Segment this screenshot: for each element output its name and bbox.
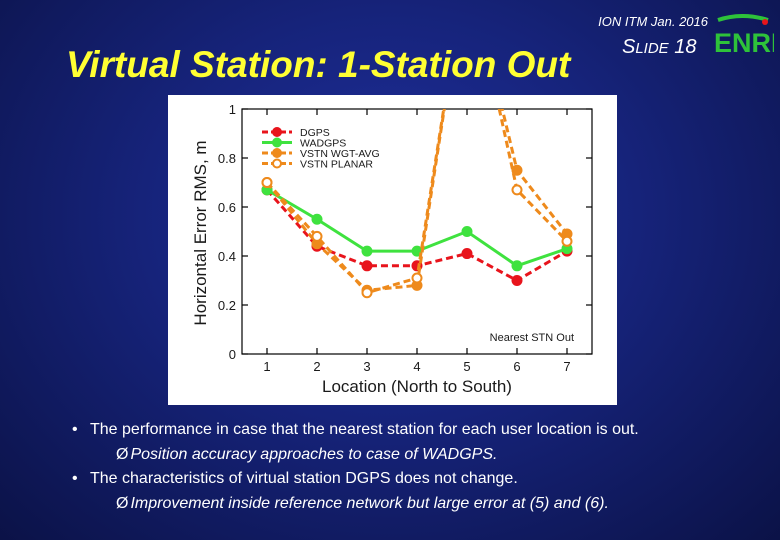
- x-tick-label: 4: [413, 359, 420, 374]
- legend-marker: [272, 148, 282, 158]
- x-tick-label: 7: [563, 359, 570, 374]
- data-point-2: [511, 164, 523, 176]
- slide-title: Virtual Station: 1-Station Out: [66, 44, 571, 85]
- chart-panel: 0 0.2 0.4 0.6 0.8 1 1 2 3 4 5 6 7 Horizontal Error …: [168, 95, 617, 405]
- enri-logo: ENRI: [714, 14, 774, 58]
- x-tick-label: 6: [513, 359, 520, 374]
- data-point-3: [311, 230, 323, 242]
- y-tick-label: 0.4: [218, 249, 236, 264]
- y-axis-ticks: 0 0.2 0.4 0.6 0.8 1: [218, 102, 592, 362]
- sub-bullet-1-text: Position accuracy approaches to case of …: [130, 445, 498, 463]
- x-axis-ticks: 1 2 3 4 5 6 7: [263, 109, 571, 374]
- series-group: [261, 109, 573, 299]
- slide-prefix-big: S: [622, 36, 636, 58]
- svg-text:ENRI: ENRI: [714, 28, 774, 58]
- data-point-1: [311, 213, 323, 225]
- data-point-0: [361, 260, 373, 272]
- data-point-0: [461, 248, 473, 260]
- plot-frame: [241, 108, 593, 355]
- data-point-3: [361, 287, 373, 299]
- y-tick-label: 0.6: [218, 200, 236, 215]
- legend-marker: [272, 127, 282, 137]
- legend-marker: [272, 158, 282, 169]
- legend-label: VSTN WGT-AVG: [300, 148, 380, 160]
- data-point-1: [361, 245, 373, 257]
- y-tick-label: 1: [229, 102, 236, 117]
- slide-number: SLIDE 18: [622, 36, 697, 59]
- legend-label: VSTN PLANAR: [300, 159, 373, 171]
- x-tick-label: 3: [363, 359, 370, 374]
- legend-marker: [272, 137, 282, 148]
- legend-label: WADGPS: [300, 138, 346, 150]
- y-axis-label: Horizontal Error RMS, m: [191, 140, 210, 325]
- data-point-1: [461, 226, 473, 237]
- slide-number-value: 18: [674, 36, 697, 58]
- sub-bullet-1: Ø Position accuracy approaches to case of…: [116, 445, 498, 463]
- data-point-3: [511, 184, 523, 196]
- y-tick-label: 0: [229, 347, 236, 362]
- x-tick-label: 2: [313, 359, 320, 374]
- x-tick-label: 1: [263, 359, 270, 374]
- sub-bullet-2: Ø Improvement inside reference network bu…: [116, 494, 609, 512]
- bullet-1: The performance in case that the nearest…: [72, 418, 639, 443]
- data-point-3: [411, 272, 423, 284]
- y-tick-label: 0.8: [218, 151, 236, 166]
- data-point-3: [261, 177, 273, 188]
- bullet-2: The characteristics of virtual station D…: [72, 467, 639, 492]
- line-chart: 0 0.2 0.4 0.6 0.8 1 1 2 3 4 5 6 7 Horizontal Error …: [191, 102, 593, 396]
- y-tick-label: 0.2: [218, 298, 236, 313]
- data-point-3: [561, 235, 573, 247]
- x-axis-label: Location (North to South): [322, 377, 512, 396]
- data-point-0: [511, 275, 523, 286]
- sub-bullet-2-text: Improvement inside reference network but…: [130, 494, 609, 512]
- conference-label: ION ITM Jan. 2016: [598, 14, 708, 29]
- bullet-list: The performance in case that the nearest…: [72, 418, 639, 516]
- data-point-1: [511, 260, 523, 272]
- x-tick-label: 5: [463, 359, 470, 374]
- slide-prefix-small: LIDE: [635, 40, 669, 57]
- legend-label: DGPS: [300, 127, 330, 139]
- chart-annotation: Nearest STN Out: [490, 332, 574, 344]
